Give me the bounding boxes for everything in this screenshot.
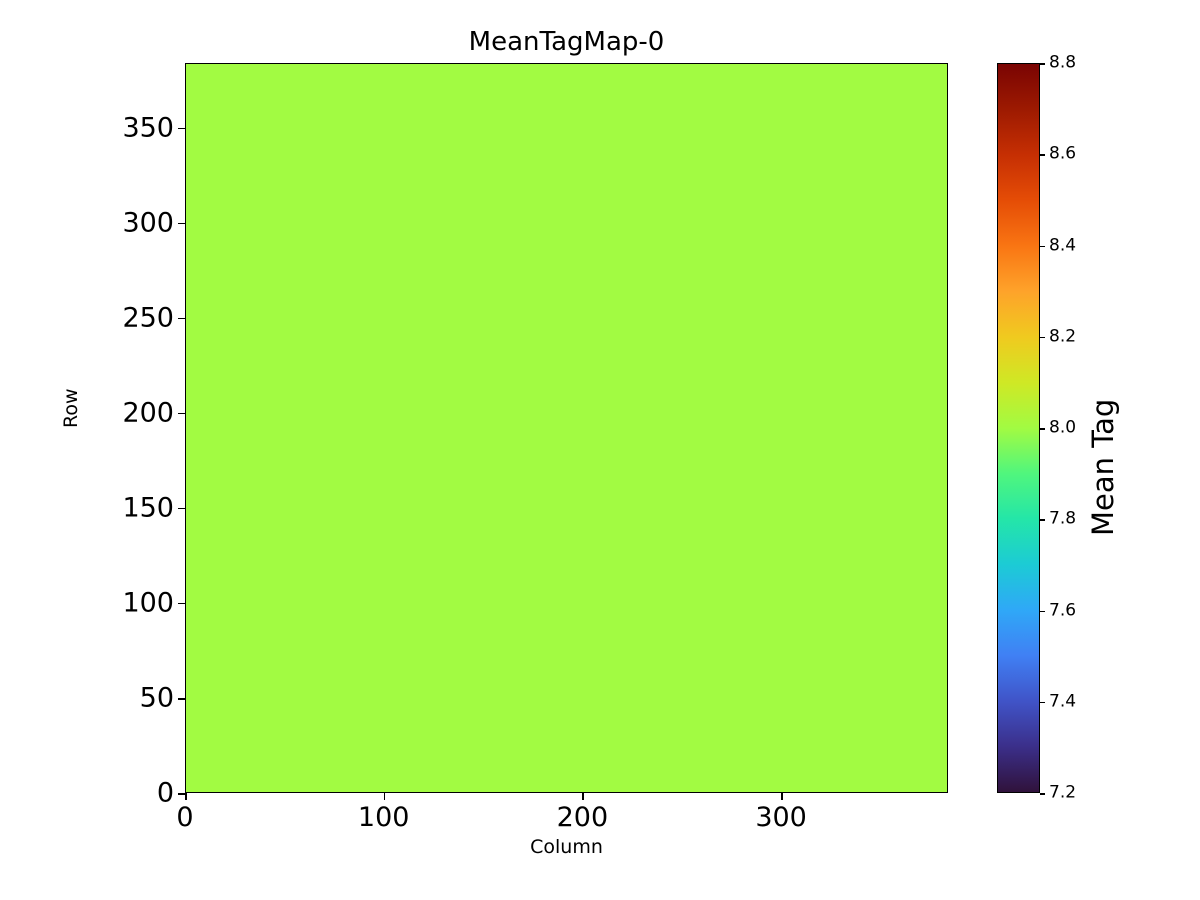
y-tick-label: 50 — [139, 682, 174, 714]
y-tick-label: 200 — [122, 397, 174, 429]
colorbar-tick-label: 8.2 — [1049, 326, 1077, 347]
colorbar-ticks: 7.2 7.4 7.6 7.8 8.0 8.2 8.4 8.6 8.8 — [997, 54, 1076, 801]
colorbar-tick-label: 8.8 — [1049, 52, 1077, 73]
colorbar-tick-mark — [1040, 336, 1045, 339]
x-tick-mark — [781, 793, 783, 800]
x-axis-label: Column — [530, 836, 603, 858]
colorbar-tick-label: 7.8 — [1049, 508, 1077, 529]
colorbar-tick-label: 7.4 — [1049, 691, 1077, 712]
y-tick-mark — [178, 412, 185, 415]
y-tick-mark — [178, 222, 185, 225]
x-tick-mark — [383, 793, 386, 800]
heatmap-axes — [185, 63, 948, 793]
colorbar-tick-mark — [1040, 793, 1045, 795]
colorbar-tick-mark — [1040, 701, 1045, 704]
y-tick-label: 100 — [122, 587, 174, 619]
colorbar-tick-mark — [1040, 519, 1045, 521]
y-axis-label: Row — [60, 388, 82, 428]
colorbar-tick-mark — [1040, 63, 1045, 65]
colorbar-tick-label: 8.6 — [1049, 143, 1077, 164]
y-tick-mark — [178, 507, 185, 510]
colorbar-tick-label: 8.4 — [1049, 235, 1077, 255]
x-tick-label: 300 — [755, 802, 807, 833]
y-tick-mark — [178, 127, 185, 130]
x-tick-mark — [185, 793, 187, 800]
y-tick-label: 350 — [122, 112, 174, 144]
x-tick-mark — [582, 793, 584, 800]
colorbar-tick-mark — [1040, 428, 1045, 430]
x-tick-label: 100 — [357, 802, 410, 833]
y-tick-mark — [178, 697, 185, 700]
colorbar-tick-label: 7.2 — [1049, 782, 1077, 803]
y-tick-mark — [178, 317, 185, 320]
colorbar-tick-mark — [1040, 154, 1045, 156]
y-tick-label: 250 — [122, 302, 174, 334]
x-tick-label: 0 — [176, 802, 194, 833]
colorbar-tick-label: 8.0 — [1049, 417, 1077, 438]
heatmap-image — [186, 64, 947, 792]
colorbar-tick-mark — [1040, 245, 1045, 248]
chart-title: MeanTagMap-0 — [468, 27, 665, 57]
y-tick-mark — [178, 602, 185, 605]
x-axis-ticks: 0 100 200 300 — [176, 63, 948, 831]
colorbar-label: Mean Tag — [1086, 398, 1120, 536]
colorbar-tick-label: 7.6 — [1049, 600, 1077, 620]
x-tick-label: 200 — [556, 802, 609, 833]
y-axis-ticks: 0 50 100 150 200 250 300 350 — [122, 63, 948, 807]
y-tick-label: 150 — [122, 492, 174, 524]
colorbar-gradient — [998, 64, 1039, 792]
y-tick-label: 0 — [156, 777, 174, 809]
colorbar — [997, 63, 1040, 793]
colorbar-tick-mark — [1040, 610, 1045, 613]
y-tick-label: 300 — [122, 207, 174, 239]
y-tick-mark — [178, 793, 185, 795]
